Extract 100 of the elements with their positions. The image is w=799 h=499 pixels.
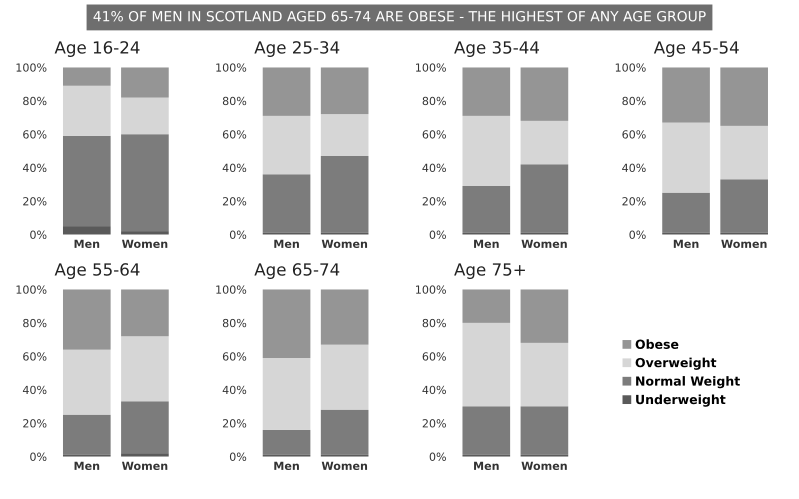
bar (520, 164, 568, 233)
x-tick-label: Women (322, 462, 368, 470)
x-tick-label: Women (521, 240, 567, 248)
bar (121, 453, 169, 457)
chart-title: Age 45-54 (654, 41, 739, 57)
x-tick-label: Women (122, 462, 168, 470)
y-tick-label: 20% (422, 419, 446, 428)
x-tick-label: Men (474, 462, 499, 470)
legend-label: Obese (636, 339, 678, 349)
y-tick-label: 20% (222, 197, 246, 206)
y-tick-label: 20% (23, 419, 46, 428)
x-tick-label: Men (674, 240, 698, 248)
bar (62, 86, 111, 136)
y-tick-label: 0% (430, 452, 446, 461)
y-tick-label: 80% (422, 318, 446, 328)
bar (320, 344, 368, 410)
bar (262, 289, 310, 358)
y-tick-label: 0% (30, 230, 46, 239)
bar (720, 179, 768, 233)
y-tick-label: 20% (422, 197, 446, 206)
y-tick-label: 80% (622, 96, 646, 106)
y-tick-label: 0% (230, 452, 246, 461)
y-tick-label: 40% (422, 386, 446, 394)
y-tick-label: 80% (23, 318, 46, 328)
x-tick-label: Women (721, 240, 767, 248)
x-tick-label: Men (474, 240, 499, 248)
y-tick-label: 40% (22, 164, 46, 172)
y-tick-label: 60% (422, 352, 446, 361)
bar (462, 186, 510, 233)
chart-title: Age 16-24 (54, 41, 140, 57)
y-tick-label: 100% (416, 63, 446, 72)
x-tick-label: Women (521, 462, 567, 470)
bar (121, 289, 169, 336)
bar (62, 136, 111, 226)
x-tick-label: Women (122, 240, 168, 248)
y-tick-label: 20% (23, 197, 46, 206)
y-tick-label: 20% (222, 419, 246, 428)
bar (462, 322, 510, 406)
bar (462, 406, 510, 455)
y-tick-label: 40% (622, 164, 646, 172)
bar (462, 67, 510, 116)
bar (121, 97, 169, 134)
bar (62, 350, 111, 415)
bar (662, 67, 710, 123)
bar (262, 174, 310, 233)
bar (62, 67, 111, 86)
bar (520, 289, 568, 343)
legend-label: Overweight (636, 358, 716, 370)
chart-title: Age 25-34 (254, 41, 340, 57)
y-tick-label: 100% (616, 63, 646, 72)
bar (320, 289, 368, 345)
y-tick-label: 100% (16, 63, 46, 72)
bar (320, 114, 368, 156)
bar (121, 134, 169, 232)
bar (520, 406, 568, 455)
bar (520, 67, 568, 121)
bar (262, 67, 310, 116)
bar (320, 67, 368, 114)
y-tick-label: 40% (222, 164, 246, 172)
bar (720, 67, 768, 126)
y-tick-label: 80% (222, 96, 246, 106)
bar (720, 126, 768, 180)
y-tick-label: 100% (216, 285, 246, 294)
bar (121, 231, 169, 235)
bar (320, 156, 368, 233)
y-tick-label: 40% (22, 386, 46, 394)
bar (462, 289, 510, 323)
y-tick-label: 0% (430, 230, 446, 239)
chart-title: Age 55-64 (54, 263, 140, 279)
y-tick-label: 60% (23, 352, 46, 361)
y-tick-label: 0% (30, 452, 46, 461)
x-tick-label: Men (74, 462, 100, 470)
bar (662, 192, 710, 233)
chart-title: Age 35-44 (454, 41, 540, 57)
bar (462, 116, 510, 186)
x-tick-label: Women (322, 240, 368, 248)
y-tick-label: 80% (422, 96, 446, 106)
legend-label: Underweight (636, 394, 726, 407)
y-tick-label: 80% (222, 318, 246, 328)
bar (121, 336, 169, 402)
text: 41% OF MEN IN SCOTLAND AGED 65-74 ARE OBESE - THE HIGHEST OF ANY AGE GROUP (94, 10, 706, 22)
bar (520, 342, 568, 406)
bar (662, 122, 710, 193)
x-tick-label: Men (74, 240, 100, 248)
y-tick-label: 20% (622, 197, 646, 206)
y-tick-label: 60% (222, 130, 246, 139)
bar (121, 67, 169, 98)
chart-title: Age 75+ (454, 263, 525, 279)
bar (62, 289, 111, 350)
chart-title: Age 65-74 (254, 263, 340, 279)
bar (262, 116, 310, 174)
legend-label: Normal Weight (636, 376, 740, 388)
bar (262, 430, 310, 455)
y-tick-label: 40% (422, 164, 446, 172)
y-tick-label: 60% (422, 130, 446, 139)
x-tick-label: Men (274, 240, 299, 248)
y-tick-label: 60% (222, 352, 246, 361)
bar (62, 226, 111, 235)
bar (262, 358, 310, 430)
y-tick-label: 40% (222, 386, 246, 394)
